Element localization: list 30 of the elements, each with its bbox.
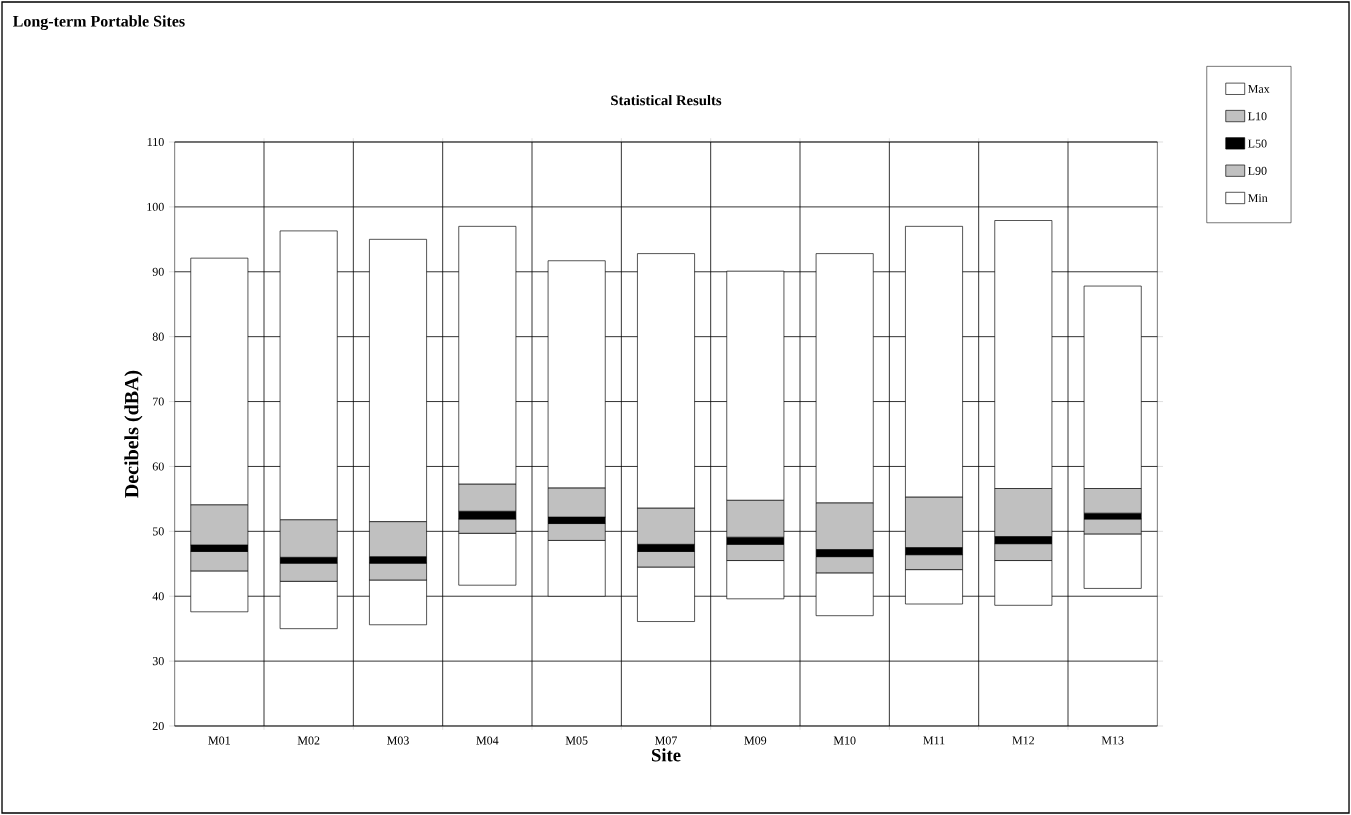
- x-tick-label: M02: [297, 736, 320, 745]
- y-tick-label: 100: [147, 202, 164, 211]
- x-tick-label: M13: [1101, 736, 1124, 745]
- y-tick-label: 50: [152, 527, 164, 536]
- legend-label: Min: [1248, 194, 1268, 203]
- x-tick-label: M12: [1012, 736, 1035, 745]
- legend-label: L50: [1248, 139, 1267, 148]
- x-tick-label: M11: [923, 736, 945, 745]
- legend-label: L90: [1248, 166, 1267, 175]
- chart-title: Long-term Portable Sites: [12, 15, 185, 31]
- x-tick-label: M05: [565, 736, 588, 745]
- legend-label: Max: [1248, 85, 1270, 93]
- x-tick-label: M01: [208, 736, 230, 745]
- x-tick-label: M09: [744, 736, 767, 745]
- chart-subtitle: Statistical Results: [611, 94, 722, 106]
- y-tick-label: 70: [153, 397, 164, 406]
- y-tick-label: 60: [152, 462, 164, 471]
- y-tick-label: 20: [152, 721, 164, 731]
- y-tick-label: 90: [152, 267, 164, 276]
- y-tick-label: 110: [147, 137, 164, 147]
- legend-label: L10: [1248, 112, 1267, 121]
- x-tick-label: M07: [655, 736, 677, 745]
- y-tick-label: 80: [152, 332, 164, 341]
- y-tick-label: 40: [152, 592, 164, 601]
- x-axis-title: Site: [651, 748, 681, 762]
- x-tick-label: M10: [833, 736, 856, 745]
- x-tick-label: M04: [476, 736, 499, 745]
- y-tick-label: 30: [152, 657, 164, 666]
- y-axis-title: Decibels (dBA): [124, 370, 143, 498]
- x-tick-label: M03: [387, 736, 409, 745]
